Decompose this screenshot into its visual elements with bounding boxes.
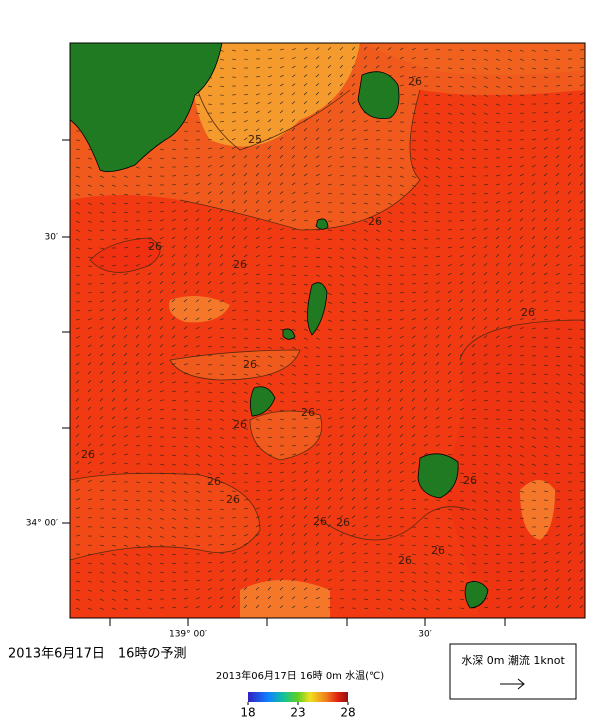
contour-label: 26 — [148, 240, 162, 253]
contour-label: 26 — [431, 544, 445, 557]
contour-label: 26 — [81, 448, 95, 461]
lat-label: 30′ — [45, 233, 59, 243]
forecast-title: 2013年6月17日 16時の予測 — [8, 647, 186, 662]
colorbar-tick-label: 23 — [290, 706, 305, 720]
contour-label: 26 — [207, 475, 221, 488]
lon-label: 30′ — [418, 630, 432, 640]
contour-label: 26 — [233, 418, 247, 431]
contour-label: 26 — [398, 554, 412, 567]
lat-label: 34° 00′ — [26, 519, 58, 529]
contour-label: 26 — [233, 258, 247, 271]
contour-label: 26 — [313, 515, 327, 528]
contour-label: 26 — [226, 493, 240, 506]
colorbar-tick-label: 18 — [240, 706, 255, 720]
colorbar-tick-label: 28 — [340, 706, 355, 720]
map-field — [70, 43, 585, 618]
contour-label: 26 — [336, 516, 350, 529]
colorbar — [248, 692, 348, 702]
legend-text: 水深 0m 潮流 1knot — [461, 653, 565, 667]
contour-label: 26 — [368, 215, 382, 228]
caption: 2013年06月17日 16時 0m 水温(℃) — [216, 669, 384, 682]
contour-label: 25 — [248, 133, 262, 146]
contour-label: 26 — [521, 306, 535, 319]
contour-label: 26 — [408, 75, 422, 88]
contour-label: 26 — [243, 358, 257, 371]
contour-label: 26 — [463, 474, 477, 487]
lon-label: 139° 00′ — [169, 630, 207, 640]
legend-box — [450, 644, 576, 699]
contour-label: 26 — [301, 406, 315, 419]
